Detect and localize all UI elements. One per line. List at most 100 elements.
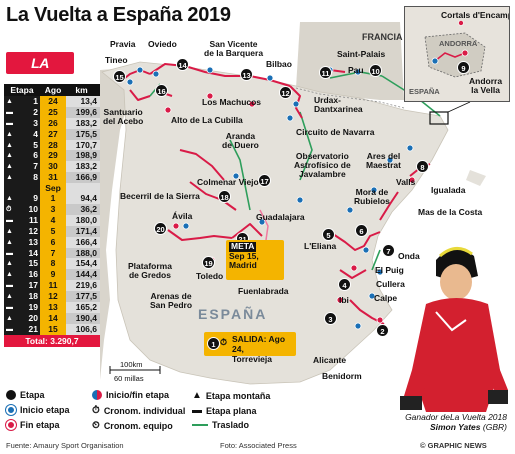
table-cell-km: 144,4: [66, 269, 100, 281]
table-cell-km: 13,4: [66, 96, 100, 107]
stage-marker-3: 3: [324, 312, 337, 325]
label-los-machucos: Los Machucos: [202, 97, 262, 107]
table-cell-dia: 24: [40, 96, 66, 107]
table-cell-dia: 15: [40, 323, 66, 335]
table-cell-dia: 7: [40, 247, 66, 259]
start-box: 1 ⏱ SALIDA: Ago 24, Torrevieja: [204, 332, 296, 364]
finish-label: META: [229, 241, 257, 252]
label-plataforma: Plataforma de Gredos: [128, 261, 172, 280]
stage-marker-5: 5: [322, 228, 335, 241]
rider-photo: [400, 247, 508, 412]
caption-name: Simon Yates: [429, 422, 481, 432]
flat-icon: ▬: [6, 303, 13, 311]
legend-plana: ▬ Etapa plana: [192, 405, 257, 416]
table-cell-etapa: 21: [28, 323, 38, 334]
scale-millas: 60 millas: [114, 374, 144, 383]
header-etapa: Etapa: [10, 85, 34, 95]
start-label: SALIDA: Ago 24,: [232, 334, 286, 354]
table-cell-dia: 12: [40, 291, 66, 303]
start-dot-icon: [6, 405, 16, 415]
table-cell-etapa: 3: [33, 117, 38, 128]
flat-icon: ▬: [6, 216, 13, 224]
table-cell-dia: 13: [40, 302, 66, 313]
label-colmenar: Colmenar Viejo: [197, 177, 259, 187]
table-cell-dia: 4: [40, 214, 66, 226]
stage-marker-17: 17: [258, 174, 271, 187]
stage-marker-2: 2: [376, 324, 389, 337]
sep-label: Sep: [40, 183, 66, 194]
legend-inicio-fin: Inicio/fin etapa: [92, 390, 169, 400]
flat-icon: ▬: [192, 405, 202, 416]
legend-inicio-label: Inicio etapa: [20, 405, 70, 415]
stage-marker-13: 13: [240, 68, 253, 81]
table-row: ▬ 11 4 180,0: [4, 214, 100, 226]
legend-montana-label: Etapa montaña: [205, 390, 271, 401]
header-km: km: [75, 85, 88, 95]
stage-marker-19: 19: [202, 256, 215, 269]
table-cell-km: 94,4: [66, 193, 100, 205]
inset-cortals: Cortals d'Encamp: [441, 10, 510, 20]
sep-row: Sep: [4, 183, 100, 194]
label-tineo: Tineo: [105, 55, 128, 65]
table-row: ▲ 1 24 13,4: [4, 96, 100, 107]
table-cell-etapa: 6: [33, 150, 38, 161]
table-cell-etapa: 9: [33, 193, 38, 204]
legend-plana-label: Etapa plana: [206, 405, 257, 416]
start-finish-icon: [92, 390, 102, 400]
mountain-icon: ▲: [6, 97, 13, 105]
table-cell-etapa: 5: [33, 139, 38, 150]
table-cell-etapa: 4: [33, 128, 38, 139]
stage-marker-18: 18: [218, 190, 231, 203]
table-row: ▲ 15 8 154,4: [4, 258, 100, 270]
label-saint-palais: Saint-Palais: [337, 49, 386, 59]
caption-line1: Ganador deLa Vuelta 2018: [405, 412, 507, 422]
table-cell-etapa: 11: [29, 214, 38, 225]
label-santuario: Santuario del Acebo: [103, 107, 144, 126]
flat-icon: ▬: [6, 325, 13, 333]
table-cell-km: 170,7: [66, 139, 100, 151]
label-alicante: Alicante: [313, 355, 347, 365]
table-cell-dia: 29: [40, 150, 66, 162]
table-cell-km: 165,2: [66, 302, 100, 313]
legend-inicio-fin-label: Inicio/fin etapa: [106, 390, 170, 400]
label-toledo: Toledo: [196, 271, 224, 281]
mountain-icon: ▲: [6, 314, 13, 322]
table-cell-dia: 9: [40, 269, 66, 281]
table-cell-etapa: 17: [28, 280, 38, 291]
table-cell-dia: 27: [40, 128, 66, 140]
label-bilbao: Bilbao: [266, 59, 292, 69]
label-mora: Mora de Rubielos: [354, 187, 390, 206]
finish-date: Sep 15,: [229, 250, 259, 261]
label-ibi: Ibi: [339, 295, 349, 305]
table-cell-dia: 1: [40, 193, 66, 205]
table-cell-km: 219,6: [66, 280, 100, 292]
legend-cronom-ind: ⏱ Cronom. individual: [92, 405, 185, 416]
footer-photo: Foto: Associated Press: [220, 441, 297, 450]
mountain-icon: ▲: [6, 141, 13, 149]
label-el-puig: El Puig: [375, 265, 404, 275]
stopwatch-icon: ⏱: [92, 405, 100, 416]
table-cell-km: 190,4: [66, 312, 100, 324]
label-aranda: Aranda de Duero: [222, 131, 259, 150]
table-cell-km: 183,2: [66, 161, 100, 173]
mountain-icon: ▲: [6, 130, 13, 138]
flat-icon: ▬: [6, 119, 13, 127]
stage-marker-15: 15: [113, 70, 126, 83]
legend-cronom-ind-label: Cronom. individual: [103, 405, 186, 416]
table-header: Etapa Ago km: [4, 84, 100, 96]
legend-traslado-label: Traslado: [212, 420, 250, 430]
stage-table: Etapa Ago km ▲ 1 24 13,4 ▬ 2 25 199,6 ▬ 3 26 183,2 ▲…: [4, 84, 100, 347]
table-cell-etapa: 7: [33, 161, 38, 172]
footer-source: Fuente: Amaury Sport Organisation: [6, 441, 124, 450]
mountain-icon: ▲: [6, 227, 13, 235]
table-cell-dia: 31: [40, 172, 66, 184]
table-cell-etapa: 14: [28, 247, 38, 258]
table-row: ▲ 5 28 170,7: [4, 139, 100, 151]
start-city: Torrevieja: [232, 354, 273, 364]
mountain-icon: ▲: [6, 293, 13, 301]
flat-icon: ▬: [6, 249, 13, 257]
andorra-inset-map: [405, 7, 509, 101]
table-row: ▲ 13 6 166,4: [4, 236, 100, 248]
table-row: ▲ 20 14 190,4: [4, 312, 100, 324]
flat-icon: ▬: [6, 108, 13, 116]
